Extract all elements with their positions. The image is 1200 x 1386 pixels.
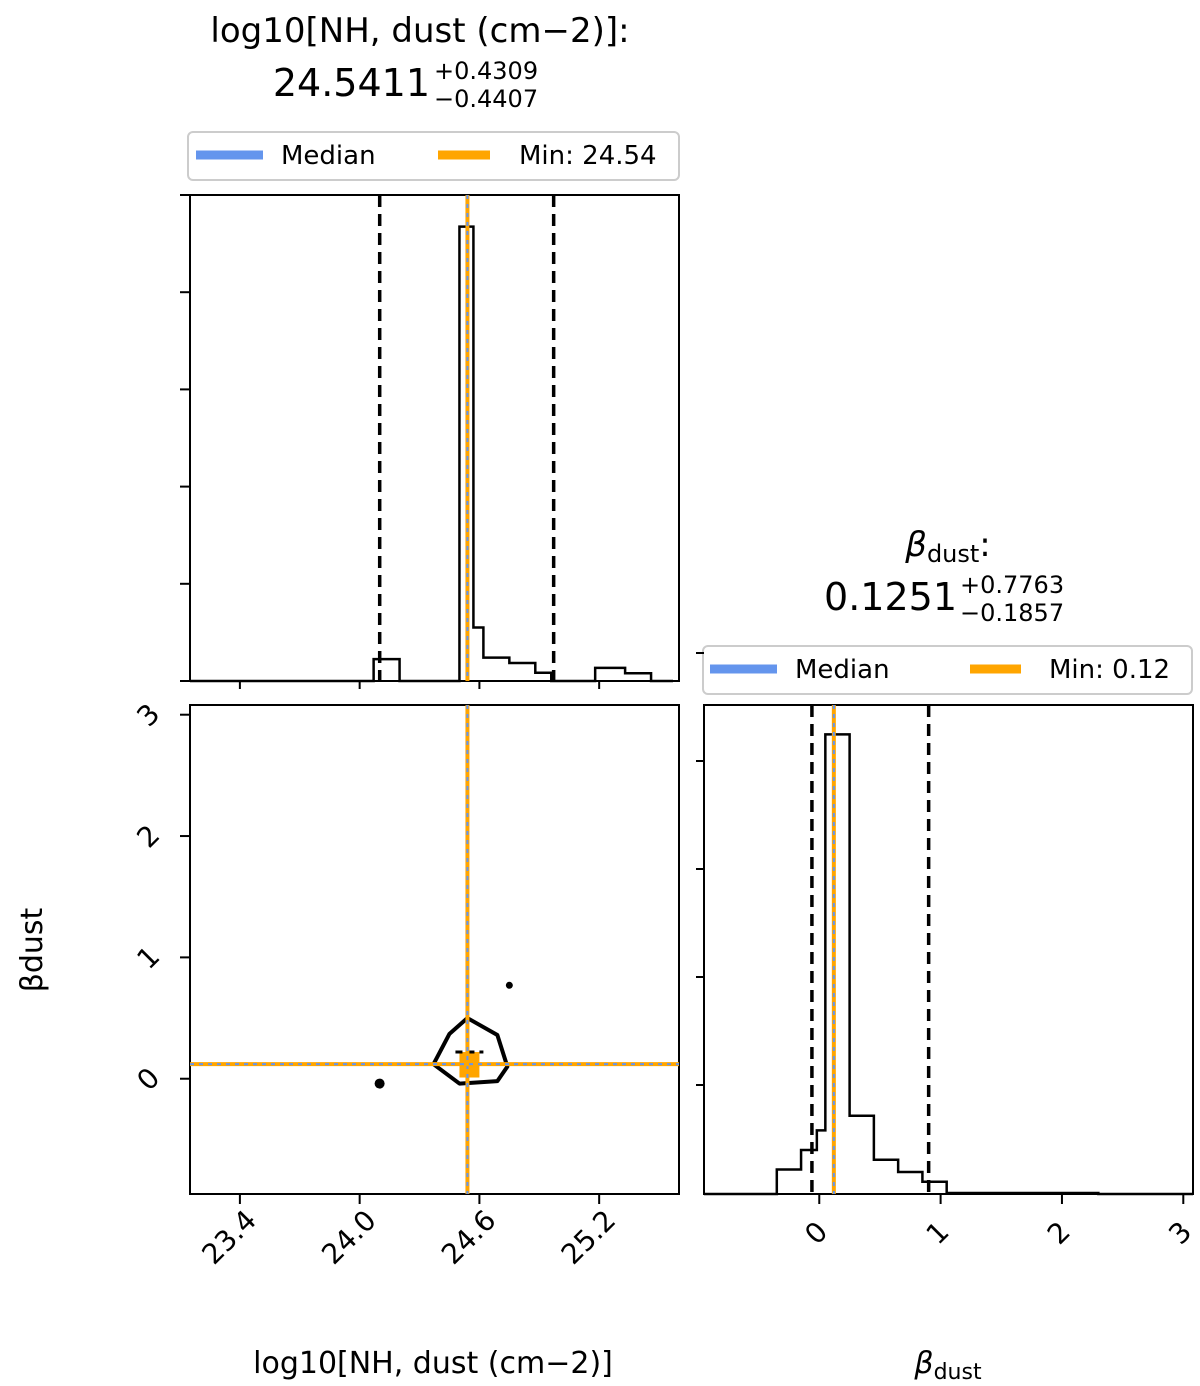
xlabel-beta-sub: dust: [934, 1360, 982, 1385]
histogram-beta-xtick-label-1: 1: [920, 1215, 956, 1251]
title-nh-minus: −0.4407: [434, 85, 538, 113]
title-beta-value: 0.1251: [824, 575, 957, 619]
joint-frame: [189, 704, 680, 1195]
title-beta-minus: −0.1857: [960, 599, 1064, 627]
legend-nh: Median Min: 24.54: [187, 131, 680, 181]
joint-point-0: [374, 1078, 385, 1089]
xlabel-beta-symbol: β: [913, 1346, 933, 1381]
joint-contour: [431, 1016, 510, 1086]
legend-beta-box: [702, 645, 1193, 695]
joint-xtick-label-3: 25.2: [555, 1204, 622, 1271]
legend-beta-median-label: Median: [795, 655, 890, 685]
legend-beta-min-label: Min: 0.12: [1049, 655, 1170, 685]
joint-contour-panel: 23.4 24.0 24.6 25.2 0 1 2 3: [130, 697, 680, 1271]
title-nh-plus: +0.4309: [434, 57, 538, 85]
histogram-beta-xtick-label-2: 2: [1041, 1215, 1077, 1251]
title-nh: log10[NH, dust (cm−2)]: 24.5411 +0.4309 …: [210, 11, 629, 113]
title-beta-symbol: β: [904, 525, 927, 565]
xlabel-beta: βdust: [913, 1346, 982, 1385]
histogram-nh-frame: [189, 194, 680, 682]
histogram-beta-xtick-label-3: 3: [1162, 1215, 1198, 1251]
title-beta-label: βdust:: [904, 525, 991, 568]
title-beta-sub: dust: [927, 540, 979, 568]
xlabel-nh: log10[NH, dust (cm−2)]: [253, 1346, 613, 1381]
legend-nh-median-label: Median: [281, 141, 376, 171]
joint-xtick-label-1: 24.0: [315, 1204, 382, 1271]
title-beta-plus: +0.7763: [960, 571, 1064, 599]
legend-nh-box: [187, 131, 680, 181]
joint-xtick-label-2: 24.6: [435, 1204, 502, 1271]
histogram-beta-step: [704, 733, 1193, 1196]
joint-ytick-label-0: 0: [130, 1061, 166, 1097]
title-nh-label: log10[NH, dust (cm−2)]:: [210, 11, 629, 51]
title-beta-colon: :: [979, 525, 990, 565]
joint-xtick-label-0: 23.4: [195, 1204, 262, 1271]
histogram-beta-xtick-label-0: 0: [798, 1215, 834, 1251]
joint-ytick-label-1: 1: [130, 940, 166, 976]
histogram-nh-panel: [180, 194, 680, 689]
legend-beta: Median Min: 0.12: [702, 645, 1193, 695]
joint-point-1: [505, 981, 513, 989]
title-nh-value: 24.5411: [273, 61, 430, 105]
histogram-beta-frame: [703, 704, 1194, 1195]
histogram-beta-panel: 0 1 2 3: [696, 652, 1198, 1251]
title-beta: βdust: 0.1251 +0.7763 −0.1857: [824, 525, 1064, 627]
joint-ytick-label-3: 3: [130, 697, 166, 733]
joint-ytick-label-2: 2: [130, 818, 166, 854]
legend-nh-min-label: Min: 24.54: [519, 141, 657, 171]
ylabel-beta: βdust: [15, 907, 50, 992]
histogram-nh-step: [190, 225, 674, 683]
